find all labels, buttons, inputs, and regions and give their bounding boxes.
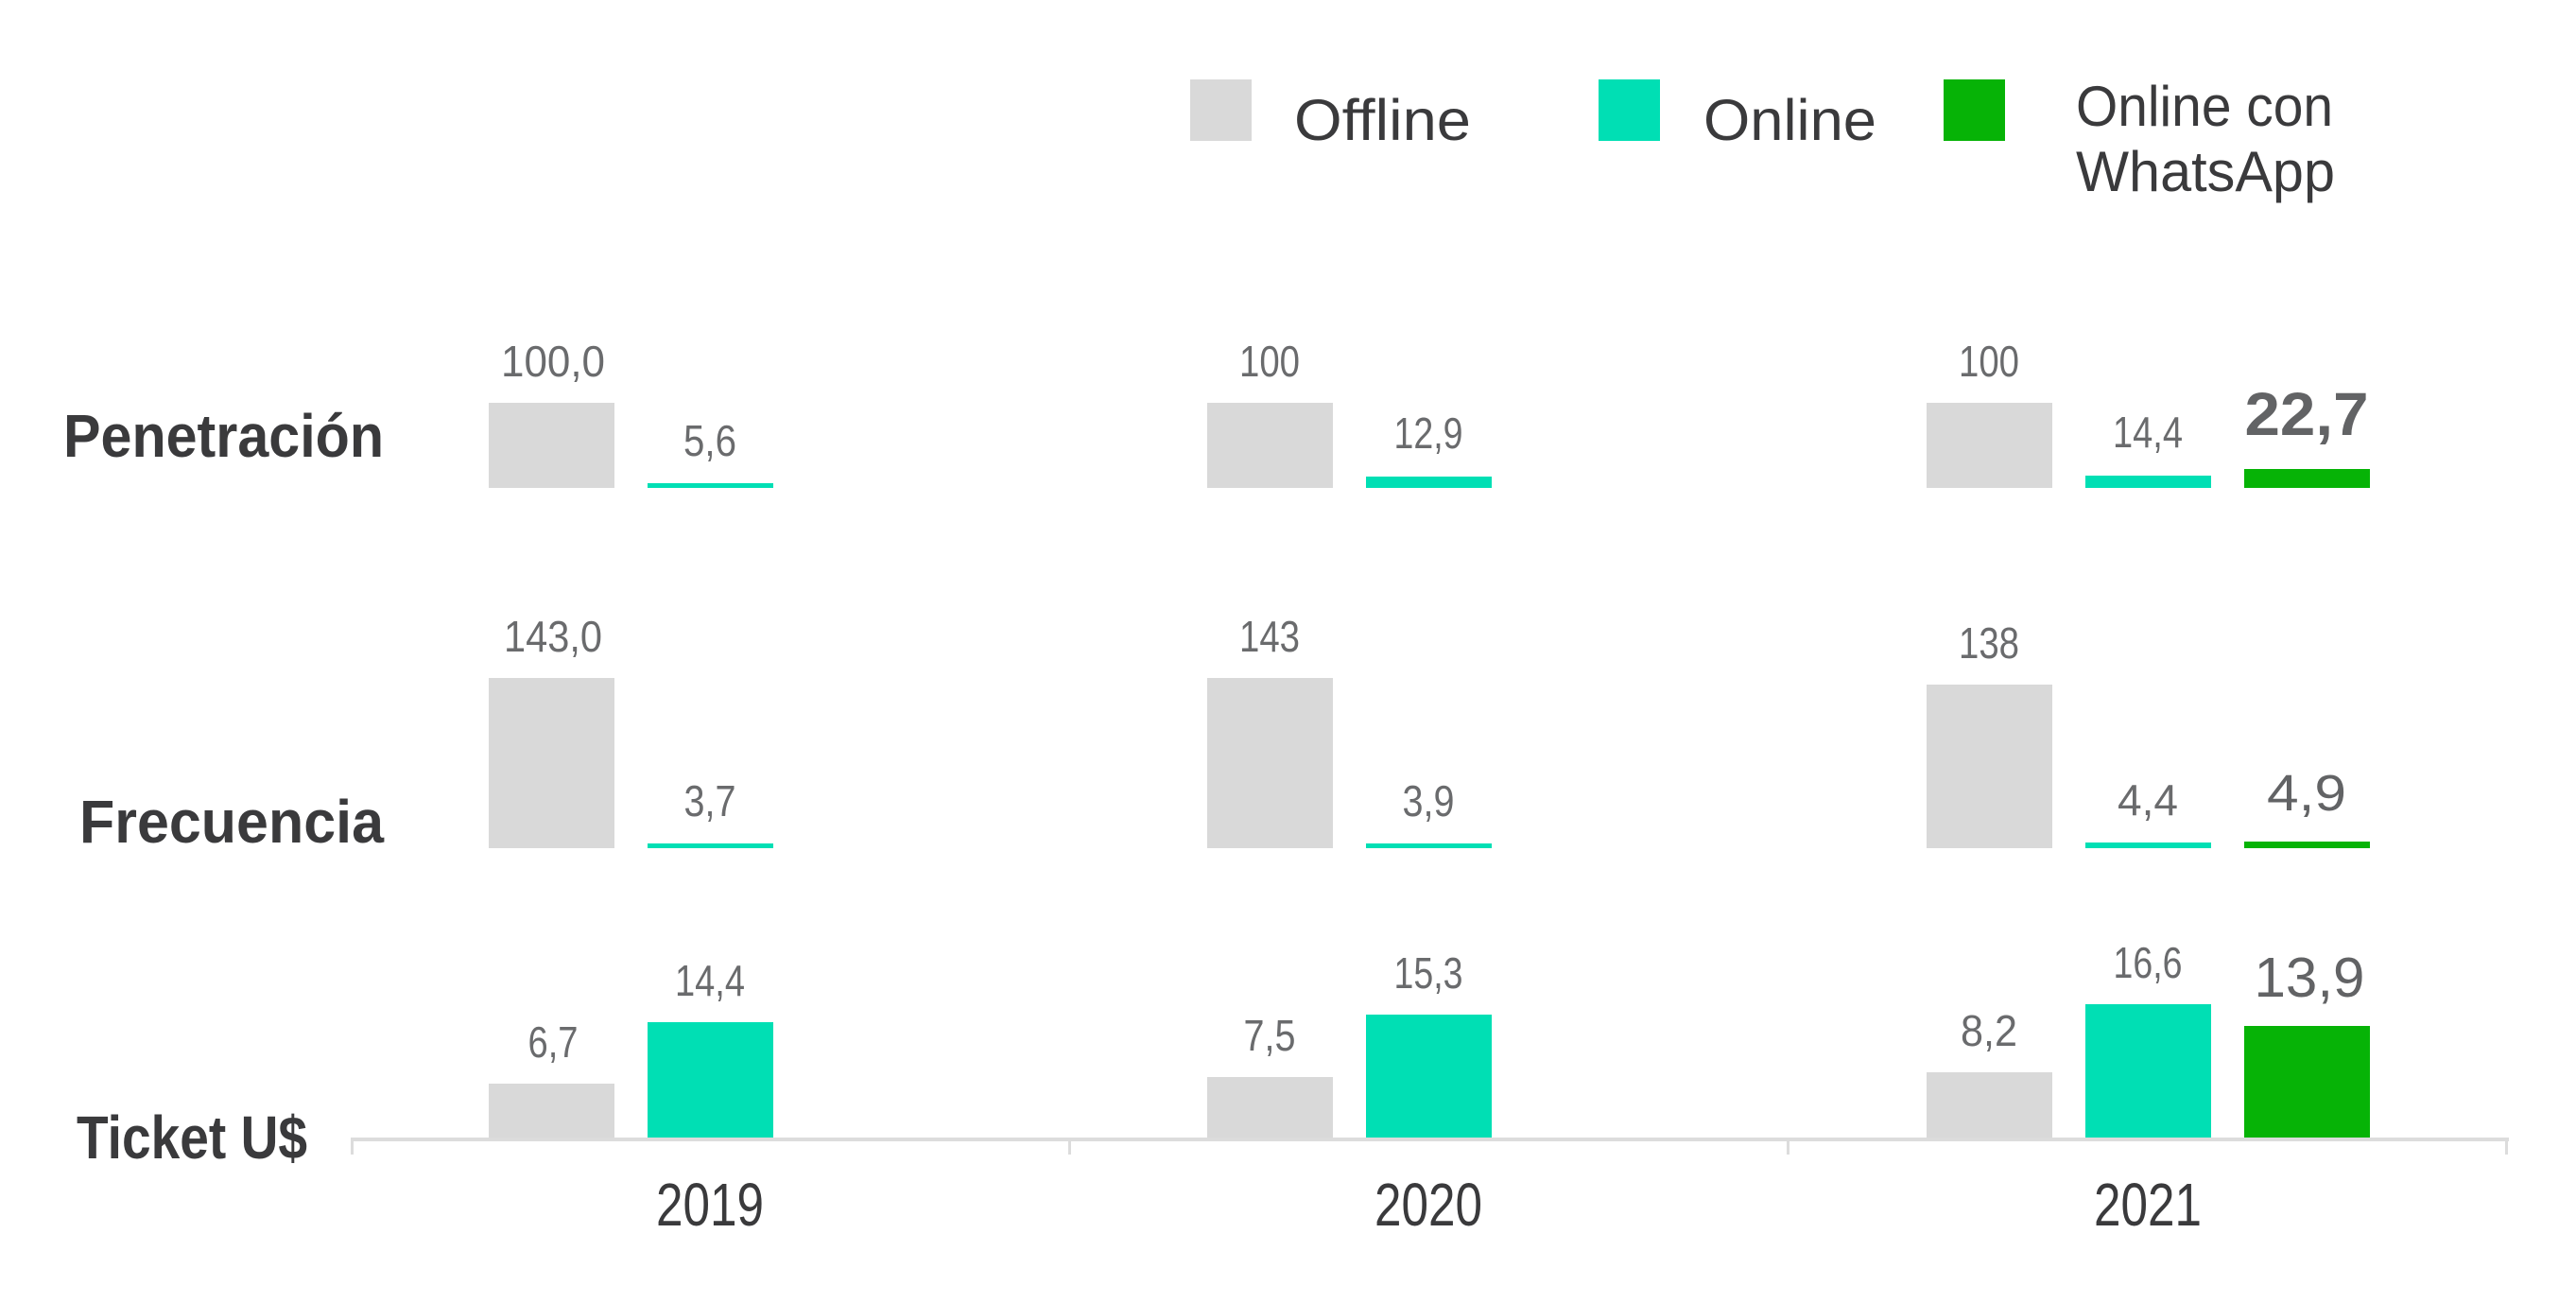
svg-text:16,6: 16,6 [2114,938,2183,987]
svg-text:Penetración: Penetración [63,402,384,470]
svg-text:Online: Online [1703,88,1876,152]
svg-text:13,9: 13,9 [2255,947,2365,1009]
svg-text:22,7: 22,7 [2245,380,2369,448]
svg-text:3,9: 3,9 [1403,776,1455,825]
svg-text:100,0: 100,0 [501,337,605,386]
svg-text:8,2: 8,2 [1961,1006,2017,1055]
svg-text:143,0: 143,0 [504,612,602,661]
svg-text:6,7: 6,7 [528,1017,579,1067]
svg-text:3,7: 3,7 [684,776,736,825]
svg-text:WhatsApp: WhatsApp [2076,140,2335,203]
svg-text:4,9: 4,9 [2267,765,2346,822]
svg-text:15,3: 15,3 [1394,948,1463,998]
svg-text:2021: 2021 [2094,1171,2202,1239]
svg-text:2020: 2020 [1374,1171,1482,1239]
svg-text:12,9: 12,9 [1394,408,1463,458]
svg-text:Frecuencia: Frecuencia [79,788,384,856]
svg-text:100: 100 [1239,337,1300,386]
svg-text:7,5: 7,5 [1244,1011,1296,1060]
svg-text:100: 100 [1959,337,2019,386]
svg-text:143: 143 [1239,612,1300,661]
svg-text:2019: 2019 [656,1171,764,1239]
svg-text:Online con: Online con [2076,75,2333,138]
svg-text:138: 138 [1959,618,2019,668]
svg-text:Ticket U$: Ticket U$ [77,1103,307,1172]
svg-text:14,4: 14,4 [2113,408,2183,457]
svg-text:4,4: 4,4 [2118,775,2178,825]
svg-text:5,6: 5,6 [683,416,736,465]
svg-text:14,4: 14,4 [675,956,745,1005]
svg-text:Offline: Offline [1294,88,1471,152]
